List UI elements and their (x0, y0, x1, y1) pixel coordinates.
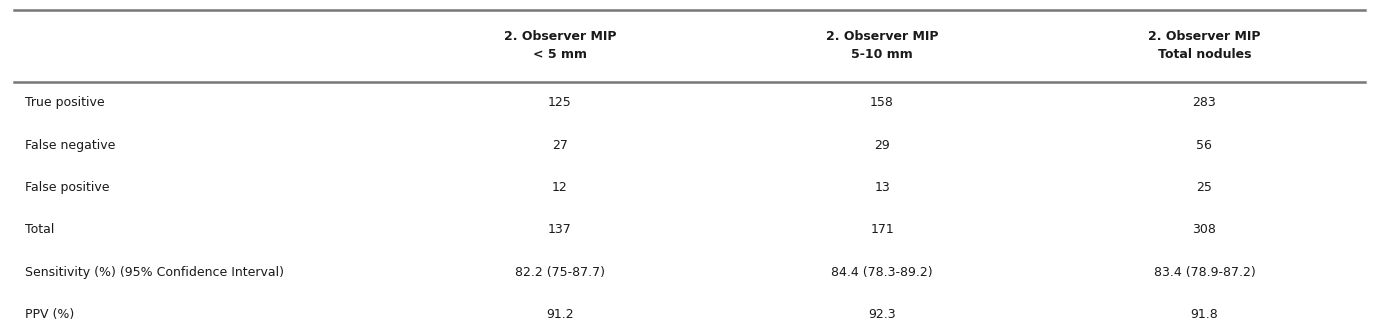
Text: 27: 27 (552, 139, 568, 152)
Text: 2. Observer MIP
5-10 mm: 2. Observer MIP 5-10 mm (826, 30, 938, 61)
Text: Total: Total (25, 223, 54, 236)
Text: 25: 25 (1197, 181, 1212, 194)
Text: 171: 171 (870, 223, 894, 236)
Text: 12: 12 (552, 181, 568, 194)
Text: 91.2: 91.2 (546, 308, 574, 321)
Text: 29: 29 (874, 139, 889, 152)
Text: 91.8: 91.8 (1190, 308, 1218, 321)
Text: False negative: False negative (25, 139, 114, 152)
Text: 84.4 (78.3-89.2): 84.4 (78.3-89.2) (832, 266, 932, 279)
Text: 92.3: 92.3 (869, 308, 896, 321)
Text: False positive: False positive (25, 181, 109, 194)
Text: True positive: True positive (25, 96, 105, 109)
Text: 308: 308 (1193, 223, 1216, 236)
Text: 158: 158 (870, 96, 894, 109)
Text: 2. Observer MIP
Total nodules: 2. Observer MIP Total nodules (1149, 30, 1260, 61)
Text: 83.4 (78.9-87.2): 83.4 (78.9-87.2) (1153, 266, 1255, 279)
Text: 13: 13 (874, 181, 889, 194)
Text: 283: 283 (1193, 96, 1216, 109)
Text: 82.2 (75-87.7): 82.2 (75-87.7) (514, 266, 605, 279)
Text: 2. Observer MIP
< 5 mm: 2. Observer MIP < 5 mm (503, 30, 616, 61)
Text: 137: 137 (547, 223, 572, 236)
Text: 56: 56 (1197, 139, 1212, 152)
Text: PPV (%): PPV (%) (25, 308, 74, 321)
Text: Sensitivity (%) (95% Confidence Interval): Sensitivity (%) (95% Confidence Interval… (25, 266, 284, 279)
Text: 125: 125 (547, 96, 572, 109)
